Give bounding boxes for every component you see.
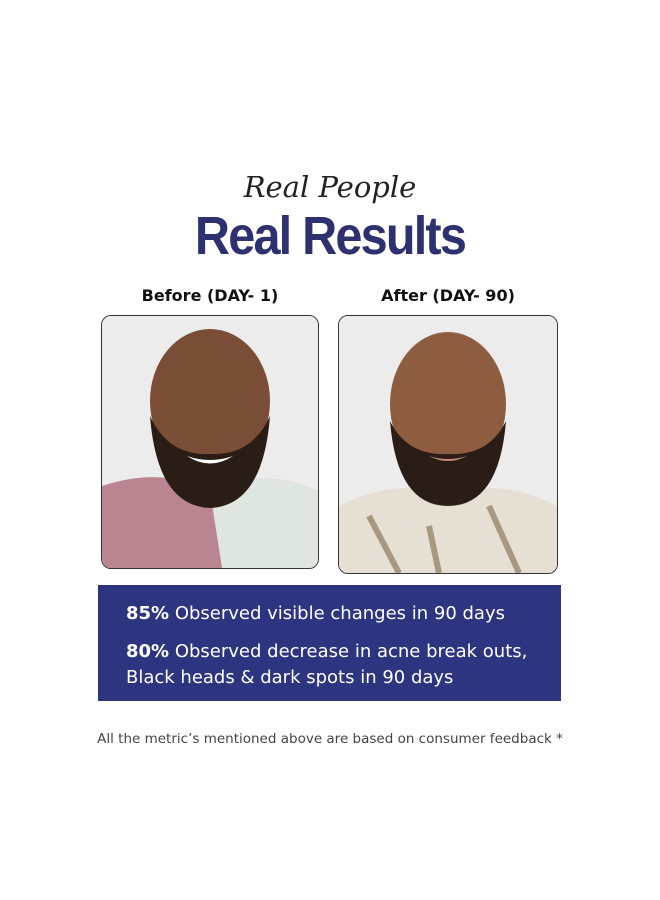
portrait: [102, 316, 318, 568]
title: Real Results: [194, 206, 467, 266]
before-photo: [101, 315, 319, 569]
subtitle: Real People: [243, 170, 417, 204]
stat-text: Observed decrease in acne break outs, Bl…: [126, 641, 528, 688]
footnote: All the metric’s mentioned above are bas…: [97, 731, 563, 747]
stat: 85% Observed visible changes in 90 days: [126, 601, 533, 627]
before-label: Before (DAY- 1): [141, 286, 279, 305]
after-photo: [338, 315, 558, 574]
portrait: [339, 316, 557, 573]
after-label: After (DAY- 90): [381, 286, 515, 305]
stat-percent: 80%: [126, 641, 170, 662]
stat: 80% Observed decrease in acne break outs…: [126, 639, 533, 691]
stat-text: Observed visible changes in 90 days: [174, 603, 505, 624]
stats-panel: 85% Observed visible changes in 90 days …: [98, 585, 561, 701]
stat-percent: 85%: [126, 603, 170, 624]
